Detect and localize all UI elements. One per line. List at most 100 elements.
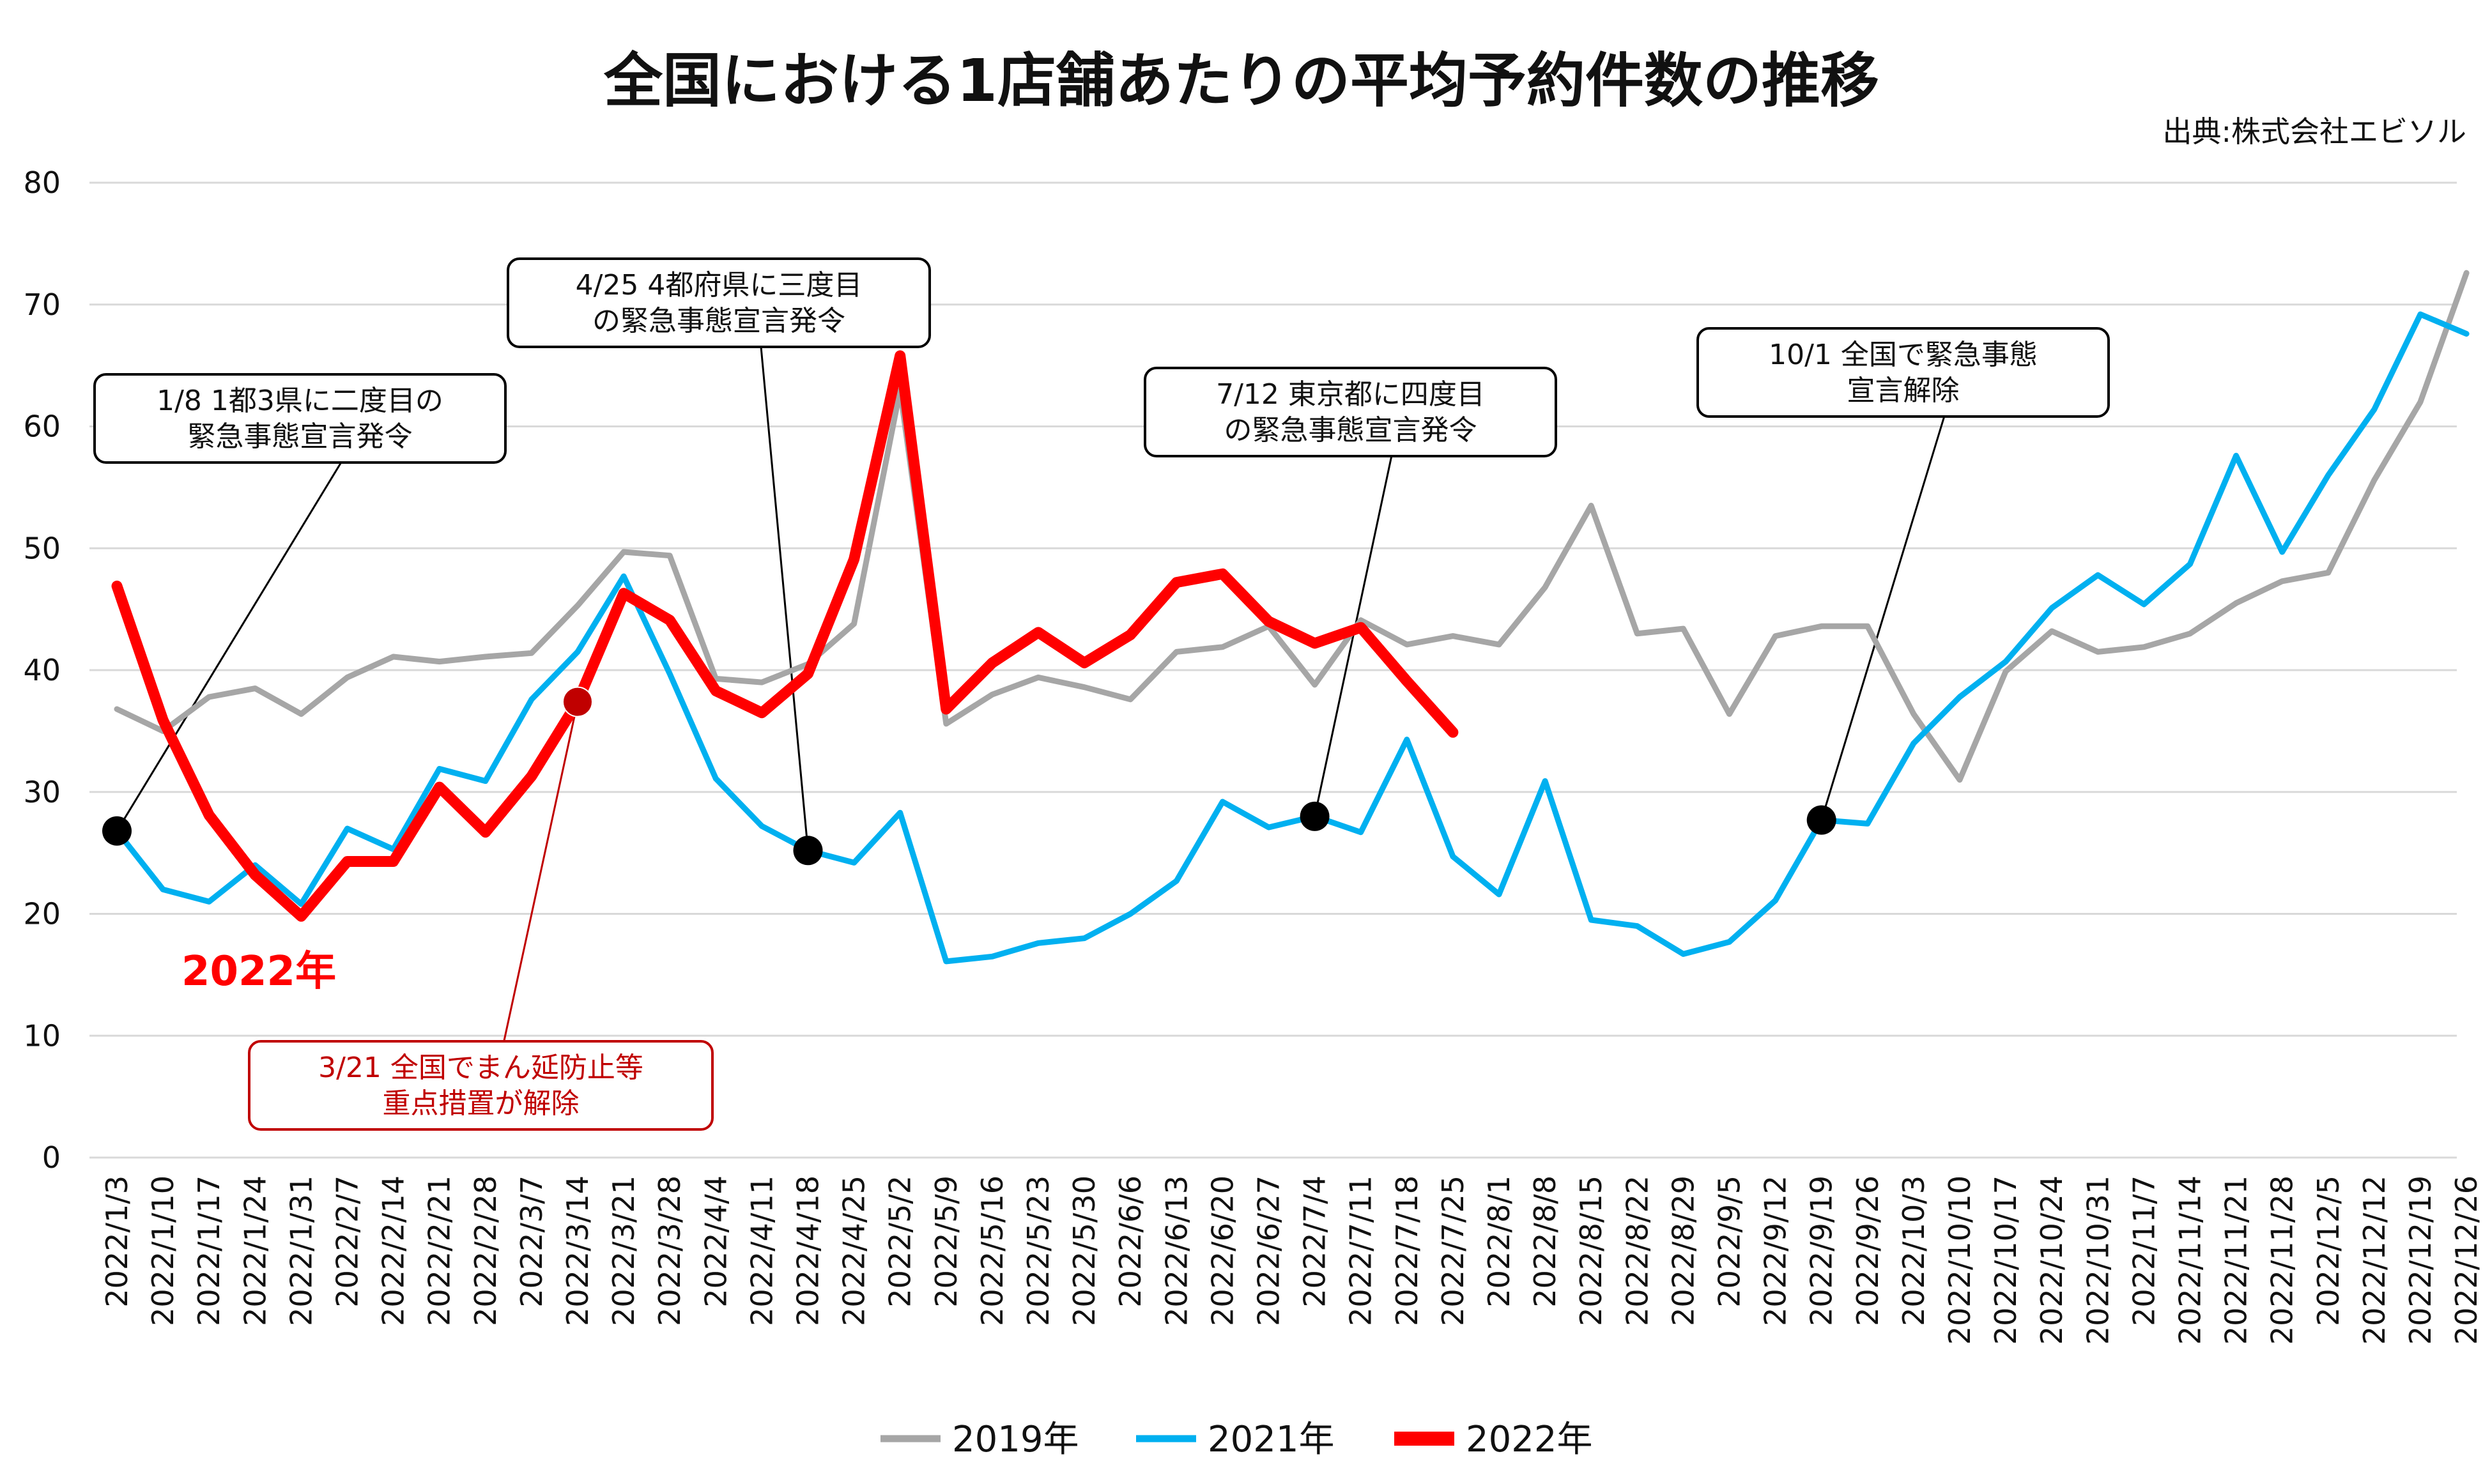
- x-tick-label: 2022/10/3: [1896, 1175, 1931, 1326]
- x-tick-label: 2022/5/2: [883, 1175, 918, 1308]
- annotation-text: の緊急事態宣言発令: [592, 305, 845, 337]
- x-tick-label: 2022/5/9: [929, 1175, 964, 1308]
- legend-label-2022: 2022年: [1466, 1419, 1593, 1460]
- annotation-marker: [1806, 805, 1836, 835]
- annotation-markers: [102, 686, 1836, 866]
- y-tick-label: 40: [23, 653, 61, 687]
- x-tick-label: 2022/10/24: [2034, 1175, 2069, 1345]
- x-tick-label: 2022/8/22: [1620, 1175, 1654, 1326]
- x-tick-label: 2022/12/12: [2357, 1175, 2392, 1345]
- x-tick-label: 2022/4/4: [698, 1175, 733, 1308]
- annotation-box: [1144, 367, 1557, 457]
- y-tick-label: 80: [23, 165, 61, 200]
- annotation-marker: [102, 816, 132, 846]
- source-credit: 出典:株式会社エビソル: [2163, 114, 2467, 149]
- annotation-box: [248, 1040, 714, 1131]
- x-tick-label: 2022/3/14: [560, 1175, 595, 1326]
- y-tick-label: 0: [42, 1140, 61, 1175]
- x-tick-label: 2022/10/31: [2080, 1175, 2115, 1345]
- series-label-2022: 2022年: [181, 948, 336, 995]
- annotation-leader: [503, 701, 579, 1042]
- x-tick-label: 2022/7/25: [1436, 1175, 1470, 1326]
- x-tick-label: 2022/1/10: [146, 1175, 180, 1326]
- x-tick-label: 2022/3/28: [652, 1175, 687, 1326]
- y-tick-label: 60: [23, 409, 61, 444]
- x-tick-label: 2022/1/3: [100, 1175, 134, 1308]
- x-tick-label: 2022/2/28: [468, 1175, 503, 1326]
- annotation-marker: [793, 836, 823, 866]
- annotation-text: 宣言解除: [1847, 374, 1960, 407]
- x-tick-label: 2022/11/21: [2219, 1175, 2254, 1345]
- annotation-box: [507, 257, 931, 348]
- x-axis-ticks: 2022/1/3 2022/1/10 2022/1/17 2022/1/24 2022/…: [100, 1175, 2483, 1345]
- annotation-text: 1/8 1都3県に二度目の: [157, 385, 443, 417]
- annotation-text: 4/25 4都府県に三度目: [576, 269, 863, 302]
- y-tick-label: 30: [23, 775, 61, 809]
- annotation-leader: [1820, 416, 1946, 821]
- x-tick-label: 2022/1/17: [192, 1175, 226, 1326]
- series-line-2019: [114, 270, 2470, 783]
- legend: 2019年 2021年 2022年: [880, 1419, 1593, 1460]
- x-tick-label: 2022/6/13: [1159, 1175, 1194, 1326]
- x-tick-label: 2022/9/12: [1758, 1175, 1793, 1326]
- x-tick-label: 2022/2/7: [330, 1175, 365, 1308]
- x-tick-label: 2022/8/29: [1666, 1175, 1700, 1326]
- annotation-text: 緊急事態宣言発令: [188, 420, 413, 453]
- x-tick-label: 2022/12/5: [2311, 1175, 2346, 1326]
- series-line-2021: [114, 311, 2470, 965]
- annotation-marker: [562, 686, 593, 717]
- y-tick-label: 50: [23, 531, 61, 565]
- annotation-text: 3/21 全国でまん延防止等: [318, 1052, 643, 1084]
- series-line-2022: [111, 350, 1459, 922]
- annotation-box: [1696, 327, 2110, 418]
- chart-title: 全国における1店舗あたりの平均予約件数の推移: [603, 47, 1879, 115]
- annotation-marker: [1300, 801, 1330, 831]
- x-tick-label: 2022/7/18: [1390, 1175, 1424, 1326]
- x-tick-label: 2022/12/19: [2403, 1175, 2438, 1345]
- annotation-leader: [760, 346, 809, 851]
- x-tick-label: 2022/4/25: [837, 1175, 872, 1326]
- annotation-leader: [1314, 455, 1393, 817]
- x-tick-label: 2022/11/14: [2173, 1175, 2208, 1345]
- x-tick-label: 2022/4/18: [791, 1175, 826, 1326]
- series-lines: [111, 270, 2470, 965]
- x-tick-label: 2022/6/27: [1252, 1175, 1286, 1326]
- x-tick-label: 2022/6/6: [1113, 1175, 1148, 1308]
- y-tick-label: 70: [23, 287, 61, 322]
- x-tick-label: 2022/8/1: [1482, 1175, 1516, 1308]
- gridlines: [89, 181, 2457, 1159]
- x-tick-label: 2022/7/11: [1344, 1175, 1378, 1326]
- x-tick-label: 2022/9/19: [1804, 1175, 1839, 1326]
- x-tick-label: 2022/1/31: [284, 1175, 318, 1326]
- x-tick-label: 2022/9/5: [1712, 1175, 1747, 1308]
- x-tick-label: 2022/5/16: [975, 1175, 1010, 1326]
- legend-label-2021: 2021年: [1208, 1419, 1335, 1460]
- x-tick-label: 2022/10/10: [1942, 1175, 1977, 1345]
- x-tick-label: 2022/4/11: [744, 1175, 779, 1326]
- y-tick-label: 20: [23, 897, 61, 931]
- x-tick-label: 2022/9/26: [1850, 1175, 1885, 1326]
- annotation-text: 10/1 全国で緊急事態: [1769, 339, 2038, 371]
- x-tick-label: 2022/10/17: [1988, 1175, 2023, 1345]
- annotation-leader: [116, 462, 342, 832]
- x-tick-label: 2022/12/26: [2449, 1175, 2483, 1345]
- annotation-text: 7/12 東京都に四度目: [1216, 378, 1485, 411]
- x-tick-label: 2022/3/21: [606, 1175, 641, 1326]
- x-tick-label: 2022/5/30: [1067, 1175, 1102, 1326]
- legend-label-2019: 2019年: [952, 1419, 1079, 1460]
- x-tick-label: 2022/2/21: [422, 1175, 457, 1326]
- annotation-leaders: [116, 346, 1946, 1042]
- x-tick-label: 2022/7/4: [1298, 1175, 1332, 1308]
- x-tick-label: 2022/8/8: [1528, 1175, 1562, 1308]
- x-tick-label: 2022/1/24: [238, 1175, 272, 1326]
- x-tick-label: 2022/6/20: [1205, 1175, 1240, 1326]
- y-axis-ticks: 0 10 20 30 40 50 60 70 80: [23, 165, 61, 1175]
- x-tick-label: 2022/11/7: [2126, 1175, 2161, 1326]
